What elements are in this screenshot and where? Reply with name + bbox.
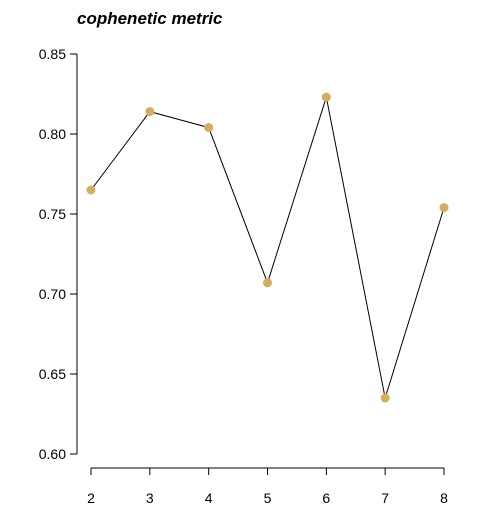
x-tick-label: 3 xyxy=(146,490,154,506)
data-point xyxy=(86,185,96,195)
data-point xyxy=(204,123,214,133)
data-point xyxy=(321,92,331,102)
x-tick-label: 4 xyxy=(205,490,213,506)
x-tick-label: 7 xyxy=(381,490,389,506)
y-axis: 0.60 0.65 0.70 0.75 0.80 0.85 xyxy=(39,46,78,462)
x-tick-label: 5 xyxy=(264,490,272,506)
data-point xyxy=(263,278,272,288)
x-tick-label: 8 xyxy=(440,490,448,506)
y-tick-label: 0.70 xyxy=(39,286,66,302)
chart-title: cophenetic metric xyxy=(77,9,223,28)
x-axis: 2 3 4 5 6 7 8 xyxy=(87,467,448,506)
x-tick-label: 2 xyxy=(87,490,95,506)
y-tick-label: 0.75 xyxy=(39,206,66,222)
y-tick-label: 0.85 xyxy=(39,46,66,62)
y-tick-label: 0.65 xyxy=(39,366,66,382)
data-point xyxy=(380,393,390,403)
data-series xyxy=(86,92,449,403)
x-tick-label: 6 xyxy=(322,490,330,506)
data-point xyxy=(145,107,155,117)
series-line xyxy=(90,97,445,399)
data-point xyxy=(439,203,449,213)
y-tick-label: 0.80 xyxy=(39,126,66,142)
y-tick-label: 0.60 xyxy=(39,446,66,462)
